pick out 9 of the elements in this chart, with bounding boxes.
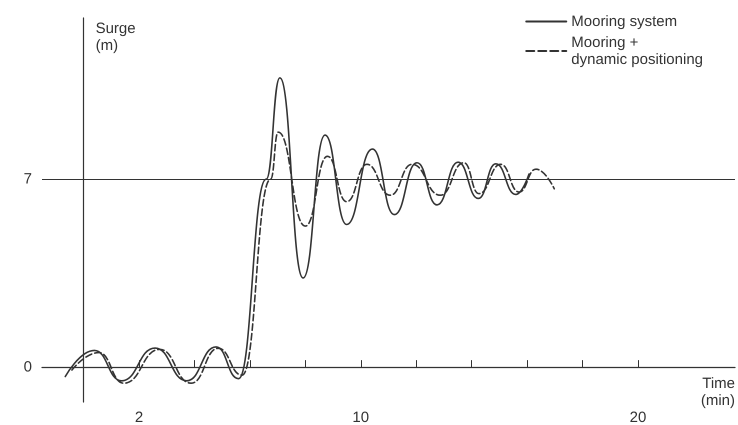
x-axis-title: Time (min) (700, 375, 735, 410)
x-tick-label: 10 (352, 409, 370, 425)
y-tick-label: 7 (24, 170, 32, 188)
x-tick-label: 20 (630, 409, 646, 425)
y-tick-label: 0 (24, 358, 32, 376)
legend-label: Mooring system (571, 13, 678, 30)
legend-label: Mooring + dynamic positioning (571, 34, 704, 68)
x-tick-label: 2 (134, 409, 144, 425)
y-axis-title: Surge (m) (96, 20, 136, 54)
